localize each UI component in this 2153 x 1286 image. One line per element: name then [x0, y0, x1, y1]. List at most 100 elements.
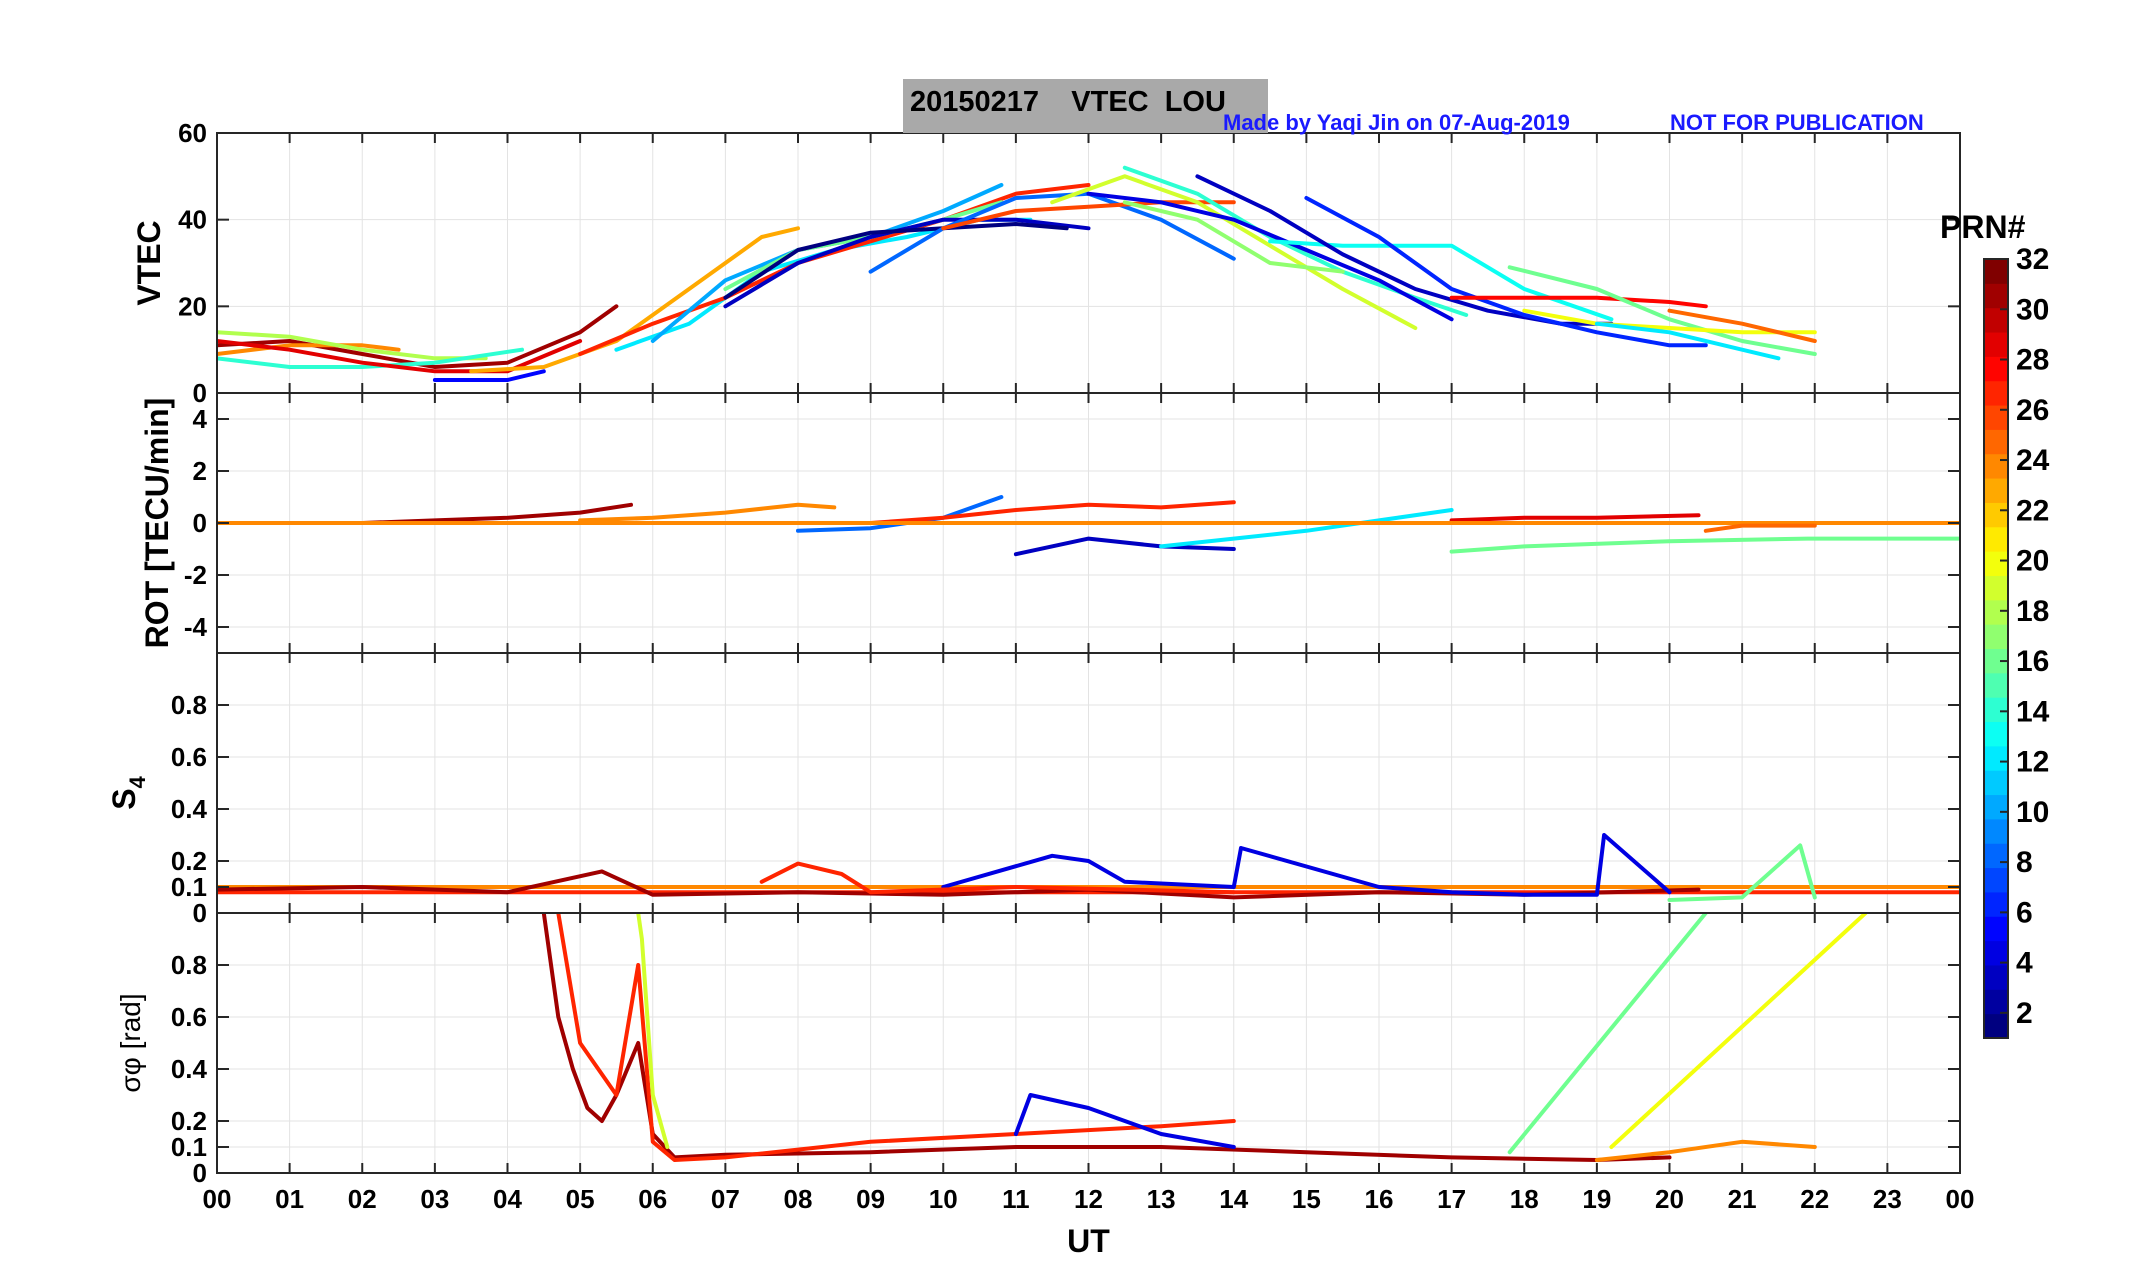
series-prn-17 — [1122, 200, 1345, 274]
series-prn-20 — [1522, 308, 1817, 335]
ytick-label: 0.4 — [171, 1054, 208, 1084]
ytick-label: 0.2 — [171, 1106, 207, 1136]
colorbar-segment — [1984, 794, 2008, 820]
colorbar-label: PRN# — [1940, 209, 2026, 245]
colorbar-segment — [1984, 989, 2008, 1015]
colorbar-segment — [1984, 575, 2008, 601]
xtick-label: 04 — [493, 1184, 522, 1214]
ytick-label: -2 — [184, 560, 207, 590]
xtick-label: 06 — [638, 1184, 667, 1214]
ylabel-sigma: σφ [rad] — [115, 993, 146, 1092]
series-prn-19 — [1050, 174, 1418, 330]
xtick-label: 00 — [203, 1184, 232, 1214]
colorbar-segment — [1984, 721, 2008, 747]
xtick-label: 01 — [275, 1184, 304, 1214]
series-prn-19 — [636, 913, 670, 1149]
series-prn-23 — [469, 226, 800, 374]
series-prn-12 — [614, 217, 1033, 352]
ytick-label: 0 — [193, 1158, 207, 1188]
xtick-label: 23 — [1873, 1184, 1902, 1214]
xtick-label: 00 — [1946, 1184, 1975, 1214]
series-prn-3 — [1013, 536, 1236, 557]
title-box — [903, 79, 1268, 133]
xtick-label: 16 — [1365, 1184, 1394, 1214]
series-prn-14 — [217, 347, 524, 369]
colorbar-segment — [1984, 526, 2008, 552]
ytick-label: 0 — [193, 378, 207, 408]
series-prn-31 — [217, 502, 633, 525]
colorbar-tick-label: 20 — [2016, 545, 2049, 578]
ytick-label: 0.8 — [171, 950, 207, 980]
ylabel-s4: S4 — [106, 775, 150, 809]
colorbar-segment — [1984, 818, 2008, 844]
xtick-label: 03 — [420, 1184, 449, 1214]
series-prn-31 — [217, 304, 619, 369]
colorbar-segment — [1984, 429, 2008, 455]
colorbar-tick-label: 14 — [2016, 695, 2050, 728]
ytick-label: 0.6 — [171, 1002, 207, 1032]
series-prn-26 — [941, 200, 1236, 231]
ytick-label: 0.8 — [171, 690, 207, 720]
series-prn-8 — [868, 191, 1236, 274]
series-prn-16 — [1667, 843, 1817, 902]
xtick-label: 20 — [1655, 1184, 1684, 1214]
colorbar-segment — [1984, 624, 2008, 649]
colorbar-segment — [1984, 1013, 2008, 1039]
colorbar-tick-label: 30 — [2016, 293, 2049, 326]
colorbar-segment — [1984, 745, 2008, 771]
series-prn-27 — [868, 500, 1236, 525]
colorbar-tick-label: 6 — [2016, 896, 2033, 929]
ylabel-rot: ROT [TECU/min] — [139, 398, 175, 649]
ytick-label: 2 — [193, 456, 207, 486]
series-prn-20 — [1609, 913, 1868, 1149]
xtick-label: 17 — [1437, 1184, 1466, 1214]
series-prn-12 — [1594, 321, 1781, 361]
colorbar-segment — [1984, 307, 2008, 333]
ytick-label: 20 — [178, 291, 207, 321]
chart-title: 20150217 VTEC LOU — [910, 86, 1226, 118]
xtick-label: 19 — [1582, 1184, 1611, 1214]
credit-author: Made by Yaqi Jin on 07-Aug-2019 — [1223, 110, 1570, 135]
colorbar-tick-label: 12 — [2016, 746, 2049, 779]
series-prn-10 — [650, 183, 1004, 343]
ytick-label: 0.2 — [171, 846, 207, 876]
series-prn-24 — [1594, 1139, 1817, 1162]
colorbar-tick-label: 32 — [2016, 243, 2049, 276]
colorbar-segment — [1984, 916, 2008, 942]
xtick-label: 12 — [1074, 1184, 1103, 1214]
ytick-label: 40 — [178, 205, 207, 235]
series-prn-6 — [1304, 196, 1708, 348]
xtick-label: 05 — [566, 1184, 595, 1214]
series-prn-24 — [217, 343, 401, 356]
series-prn-16 — [1507, 913, 1708, 1155]
ytick-label: 60 — [178, 118, 207, 148]
colorbar-segment — [1984, 380, 2008, 406]
series-prn-3 — [723, 217, 1091, 309]
ytick-label: 4 — [193, 404, 208, 434]
colorbar-tick-label: 2 — [2016, 997, 2033, 1030]
series-prn-28 — [1449, 295, 1708, 309]
colorbar-segment — [1984, 964, 2008, 990]
xtick-label: 14 — [1219, 1184, 1248, 1214]
series-prn-29 — [217, 339, 583, 374]
colorbar-tick-label: 4 — [2016, 947, 2033, 980]
xlabel: UT — [1067, 1223, 1110, 1259]
xtick-label: 18 — [1510, 1184, 1539, 1214]
colorbar-segment — [1984, 259, 2008, 284]
xtick-label: 13 — [1147, 1184, 1176, 1214]
xtick-label: 02 — [348, 1184, 377, 1214]
xtick-label: 15 — [1292, 1184, 1321, 1214]
ytick-label: 0.1 — [171, 872, 207, 902]
ytick-label: 0 — [193, 508, 207, 538]
xtick-label: 08 — [784, 1184, 813, 1214]
ylabel-vtec: VTEC — [131, 220, 167, 305]
colorbar-tick-label: 16 — [2016, 645, 2049, 678]
colorbar-tick-label: 28 — [2016, 344, 2049, 377]
series-prn-1 — [723, 222, 1069, 300]
colorbar-segment — [1984, 843, 2008, 869]
xtick-label: 10 — [929, 1184, 958, 1214]
series-prn-12 — [1159, 508, 1454, 549]
series-prn-3 — [1195, 174, 1614, 326]
colorbar-tick-label: 26 — [2016, 394, 2049, 427]
series-prn-16 — [1449, 536, 1960, 554]
